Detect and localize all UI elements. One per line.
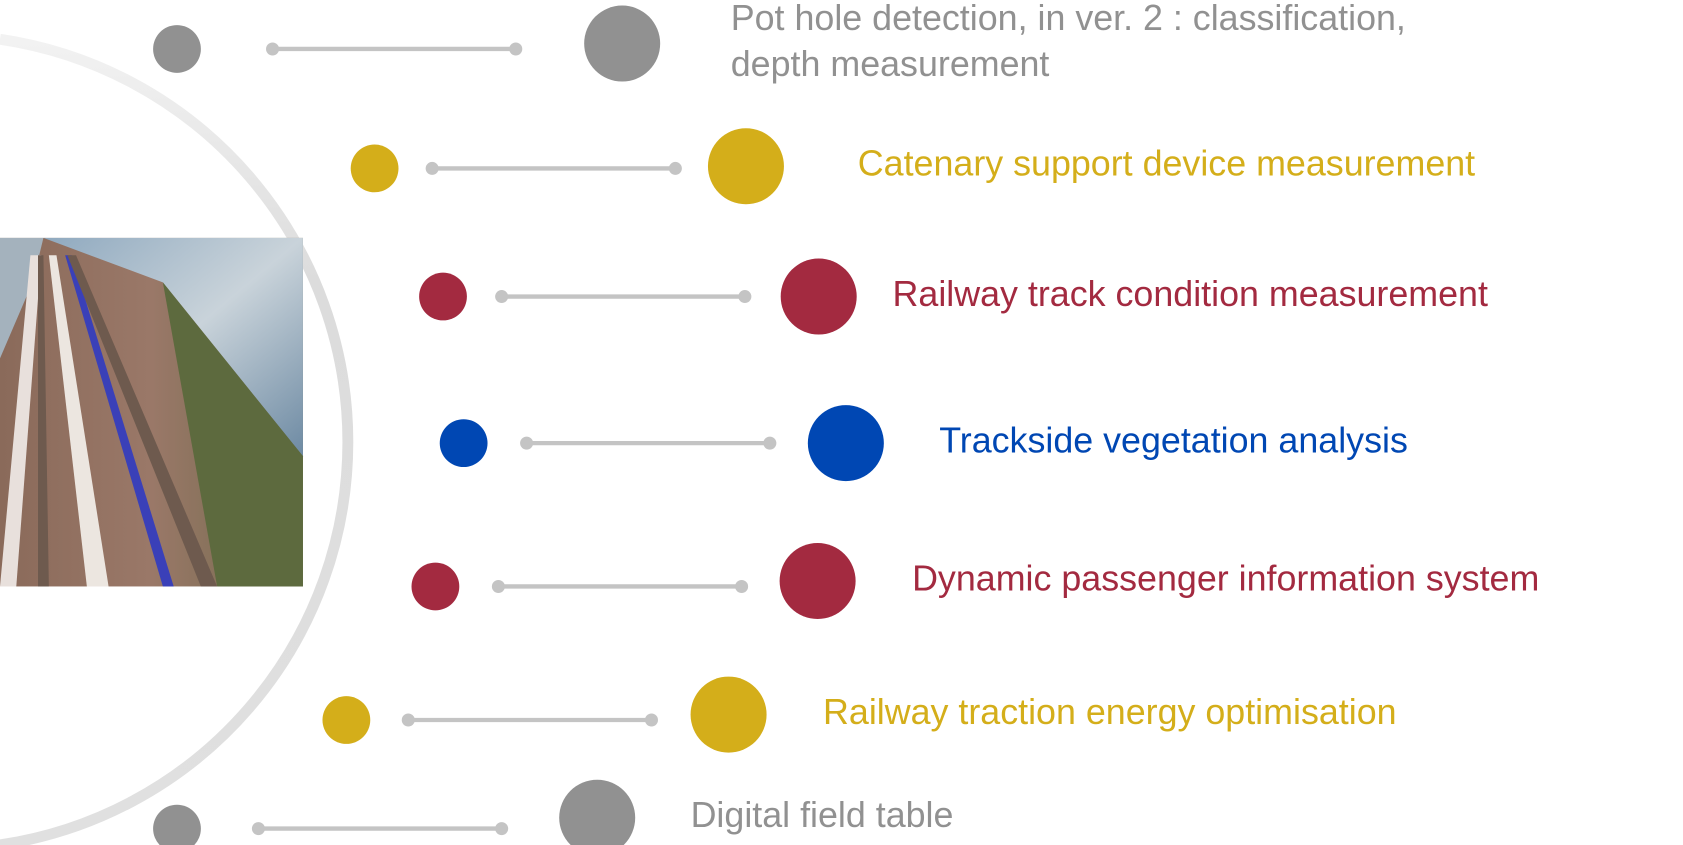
diagram: Pot hole detection, in ver. 2 : classifi…	[0, 0, 1683, 845]
big-dot	[559, 780, 635, 845]
item-label: Trackside vegetation analysis	[939, 421, 1408, 461]
big-dot	[691, 677, 767, 753]
item-label: Railway track condition measurement	[893, 274, 1488, 314]
small-dot	[440, 419, 488, 467]
connector-end	[426, 162, 439, 175]
connector-end	[763, 437, 776, 450]
small-dot	[153, 805, 201, 845]
connector-end	[520, 437, 533, 450]
small-dot	[412, 563, 460, 611]
small-dot	[322, 696, 370, 744]
item-label: Digital field table	[691, 795, 954, 835]
connector-end	[738, 290, 751, 303]
rail-photo	[0, 238, 303, 587]
item-label: Dynamic passenger information system	[912, 558, 1539, 598]
page: Pot hole detection, in ver. 2 : classifi…	[0, 0, 1683, 845]
connector-end	[509, 42, 522, 55]
small-dot	[351, 145, 399, 193]
connector-end	[669, 162, 682, 175]
connector-end	[495, 822, 508, 835]
item-label: Pot hole detection, in ver. 2 : classifi…	[731, 0, 1406, 38]
small-dot	[153, 25, 201, 73]
connector-end	[402, 713, 415, 726]
item-label: depth measurement	[731, 44, 1050, 84]
small-dot	[419, 273, 467, 321]
big-dot	[808, 405, 884, 481]
connector-end	[735, 580, 748, 593]
big-dot	[781, 259, 857, 335]
big-dot	[584, 6, 660, 82]
connector-end	[252, 822, 265, 835]
big-dot	[708, 128, 784, 204]
connector-end	[492, 580, 505, 593]
connector-end	[266, 42, 279, 55]
item-label: Catenary support device measurement	[858, 144, 1475, 184]
connector-end	[495, 290, 508, 303]
item-label: Railway traction energy optimisation	[823, 692, 1397, 732]
big-dot	[780, 543, 856, 619]
connector-end	[645, 713, 658, 726]
